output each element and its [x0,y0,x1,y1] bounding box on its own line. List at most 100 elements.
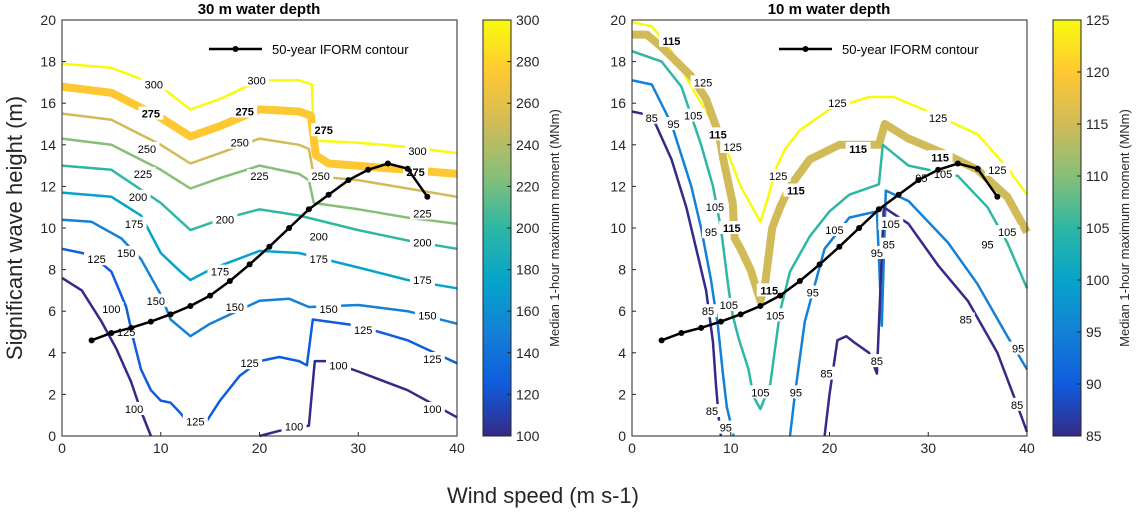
contour-label-200: 200 [310,231,328,243]
contour-label-225: 225 [413,208,431,220]
legend-marker [232,46,239,52]
contour-label-300: 300 [247,75,265,87]
colorbar-tick-label: 85 [1086,428,1102,444]
colorbar-tick-label: 200 [516,220,540,236]
contour-label-bg [1009,341,1028,355]
contour-label-95: 95 [1012,344,1024,356]
contour-label-bg [227,135,253,149]
colorbar-label: Median 1-hour maximum moment (MNm) [1117,109,1132,347]
iform-point [757,303,764,309]
contour-label-bg [867,354,886,368]
colorbar-gradient [1052,19,1082,437]
colorbar-tick-label: 115 [1086,116,1109,132]
colorbar-label: Median 1-hour maximum moment (MNm) [547,109,562,347]
contour-label-125: 125 [87,254,105,266]
contour-label-150: 150 [319,304,337,316]
colorbar-ticks: 85 90 95 100 105 110 115 120 125 [1077,12,1110,444]
y-tick-label: 8 [618,262,626,278]
contour-label-275: 275 [142,109,160,121]
contour-label-125: 125 [694,77,712,89]
contour-label-115: 115 [709,129,727,141]
contour-label-bg [994,225,1020,239]
contour-label-bg [311,123,337,137]
contour-label-175: 175 [413,275,431,287]
contour-label-250: 250 [231,138,249,150]
colorbar-tick-label: 220 [516,178,540,194]
y-tick-label: 2 [618,386,626,402]
y-tick-label: 6 [48,303,56,319]
y-tick-label: 12 [40,178,56,194]
contour-label-200: 200 [216,215,234,227]
iform-point [266,243,273,250]
y-tick-label: 20 [610,12,626,28]
contour-label-275: 275 [315,125,333,137]
colorbar-tick-label: 110 [1086,168,1109,184]
contour-label-100: 100 [285,422,303,434]
contour-label-225: 225 [134,169,152,181]
contour-label-bg [308,169,334,182]
contour-label-95: 95 [981,240,993,252]
contour-label-bg [702,225,720,239]
iform-point [698,324,705,331]
iform-point [325,191,332,198]
contour-label-bg [925,110,951,124]
contour-label-bg [125,189,151,203]
axes: 0 10 20 30 40 0 2 4 6 8 10 12 14 16 18 20 [610,12,1035,456]
contour-label-275: 275 [236,107,254,119]
contour-label-bg [702,404,721,418]
contour-label-105: 105 [751,387,769,399]
contour-line-95 [788,189,1029,437]
contour-line-275 [61,82,458,178]
contour-label-95: 95 [790,387,802,399]
contour-label-bg [130,166,156,180]
contour-label-bg [306,252,332,266]
y-tick-label: 18 [40,54,56,70]
x-tick-label: 40 [1019,440,1035,456]
contour-label-275: 275 [406,167,424,179]
y-axis-label: Significant wave height (m) [2,96,27,360]
legend-label: 50-year IFORM contour [272,42,409,57]
iform-point [658,337,665,344]
contour-label-125: 125 [988,165,1006,177]
panel-title: 30 m water depth [198,1,321,18]
iform-point [305,206,312,213]
contour-label-bg [405,144,430,158]
contour-label-bg [316,302,342,316]
contour-line-200 [61,164,458,251]
iform-line [661,162,999,342]
contour-label-bg [212,212,238,226]
contour-label-bg [232,104,258,118]
contour-label-125: 125 [354,325,372,337]
contour-label-105: 105 [998,227,1016,239]
contour-label-95: 95 [667,119,679,131]
contour-label-bg [720,139,746,153]
contour-label-115: 115 [663,36,681,48]
y-tick-label: 8 [48,262,56,278]
x-tick-label: 30 [920,440,936,456]
contour-label-bg [84,252,110,266]
contour-label-bg [419,352,445,366]
contour-label-250: 250 [138,144,156,156]
contour-label-150: 150 [117,248,135,260]
contour-label-bg [281,419,307,433]
contour-label-200: 200 [413,238,431,250]
iform-point [424,193,431,200]
contour-label-bg [113,245,139,259]
contour-label-bg [659,33,684,47]
contour-label-85: 85 [883,240,895,252]
contour-label-85: 85 [960,315,972,327]
colorbar-tick-label: 120 [1086,64,1110,80]
contour-label-bg [845,141,871,155]
contour-label-225: 225 [250,171,268,183]
contour-label-105: 105 [766,310,784,322]
contour-line-85 [823,205,1029,437]
y-tick-label: 18 [610,54,626,70]
contour-label-100: 100 [125,404,143,416]
y-tick-label: 16 [610,95,626,111]
colorbar-tick-label: 95 [1086,324,1102,340]
contour-label-105: 105 [825,225,843,237]
contour-line-250 [61,112,458,199]
colorbar-tick-label: 100 [516,428,540,444]
contour-label-bg [680,108,706,122]
contour-label-200: 200 [129,192,147,204]
